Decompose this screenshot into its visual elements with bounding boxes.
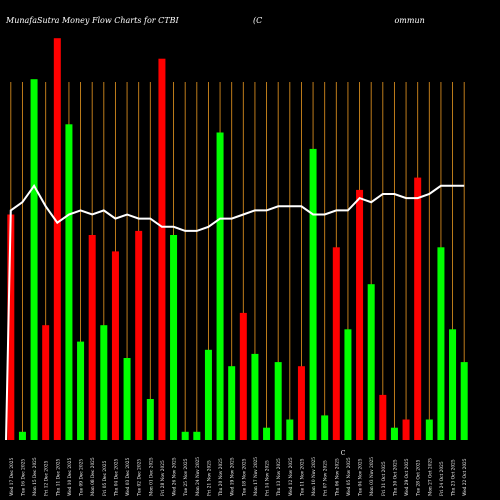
- x-tick-label: Wed 17 Dec 2025: [10, 457, 15, 496]
- bar-up: [204, 349, 212, 440]
- x-tick-label: Thu 23 Oct 2025: [452, 459, 457, 496]
- x-tick-label: Wed 12 Nov 2025: [289, 457, 294, 496]
- x-tick-label: Wed 10 Dec 2025: [68, 457, 73, 496]
- x-tick-label: Tue 25 Nov 2025: [184, 458, 189, 496]
- bar-down: [53, 38, 61, 440]
- bar-up: [263, 427, 271, 440]
- x-tick-label: Thu 20 Nov 2025: [219, 458, 224, 496]
- x-tick-label: Tue 18 Nov 2025: [242, 458, 247, 496]
- bar-up: [425, 419, 433, 440]
- bar-up: [274, 362, 282, 440]
- bar-down: [414, 177, 422, 440]
- bar-up: [181, 431, 189, 440]
- center-marker: C: [341, 450, 346, 457]
- bar-down: [42, 325, 50, 440]
- x-tick-label: Mon 08 Dec 2025: [91, 457, 96, 496]
- bar-down: [88, 235, 96, 440]
- x-tick-label: Mon 17 Nov 2025: [254, 457, 259, 496]
- bar-down: [158, 58, 166, 440]
- bar-up: [309, 148, 317, 440]
- x-tick-label: Mon 03 Nov 2025: [370, 457, 375, 496]
- x-tick-label: Wed 03 Dec 2025: [126, 457, 131, 496]
- x-tick-label: Fri 31 Oct 2025: [382, 461, 387, 496]
- bar-down: [239, 312, 247, 440]
- bar-up: [193, 431, 201, 440]
- bar-up: [77, 341, 85, 440]
- bar-up: [449, 329, 457, 440]
- bar-down: [135, 230, 143, 440]
- bar-up: [367, 284, 375, 440]
- x-tick-label: Tue 02 Dec 2025: [138, 459, 143, 496]
- x-tick-label: Thu 06 Nov 2025: [335, 458, 340, 496]
- bar-up: [321, 415, 329, 440]
- money-flow-line: [5, 183, 465, 441]
- bar-up: [100, 325, 108, 440]
- chart-title: MunafaSutra Money Flow Charts for CTBI: [5, 16, 179, 25]
- x-tick-label: Fri 07 Nov 2025: [324, 460, 329, 496]
- x-tick-label: Wed 29 Oct 2025: [405, 458, 410, 496]
- bar-up: [437, 247, 445, 440]
- trend-line: [5, 183, 465, 441]
- x-tick-label: Wed 26 Nov 2025: [173, 457, 178, 496]
- x-tick-label: Wed 05 Nov 2025: [347, 457, 352, 496]
- bar-up: [30, 79, 38, 440]
- x-tick-label: Fri 28 Nov 2025: [161, 460, 166, 496]
- x-tick-label: Wed 19 Nov 2025: [231, 457, 236, 496]
- x-tick-label: Mon 24 Nov 2025: [196, 457, 201, 496]
- x-tick-label: Fri 14 Nov 2025: [266, 460, 271, 496]
- bar-down: [332, 247, 340, 440]
- x-tick-label: Mon 27 Oct 2025: [428, 458, 433, 496]
- bar-down: [111, 251, 119, 440]
- x-tick-label: Tue 28 Oct 2025: [417, 459, 422, 496]
- x-tick-label: Tue 09 Dec 2025: [80, 459, 85, 496]
- bar-up: [390, 427, 398, 440]
- x-tick-label: Tue 11 Nov 2025: [300, 458, 305, 496]
- x-tick-label: Mon 01 Dec 2025: [149, 457, 154, 496]
- bar-down: [379, 394, 387, 440]
- x-tick-label: Fri 05 Dec 2025: [103, 460, 108, 496]
- x-tick-label: Thu 30 Oct 2025: [393, 459, 398, 496]
- bar-up: [123, 358, 131, 440]
- bar-down: [402, 419, 410, 440]
- x-tick-label: Fri 24 Oct 2025: [440, 461, 445, 496]
- x-tick-label: Mon 15 Dec 2025: [33, 457, 38, 496]
- x-tick-label: Thu 11 Dec 2025: [56, 458, 61, 496]
- bar-up: [18, 431, 26, 440]
- bars: [7, 38, 468, 441]
- x-tick-label: Fri 21 Nov 2025: [207, 460, 212, 496]
- bar-down: [297, 366, 305, 440]
- company-name: (C ommun: [253, 16, 425, 25]
- bar-down: [7, 214, 15, 440]
- x-tick-label: Mon 10 Nov 2025: [312, 457, 317, 496]
- x-tick-label: Wed 22 Oct 2025: [463, 458, 468, 496]
- bar-up: [251, 353, 259, 440]
- bar-up: [146, 399, 154, 440]
- bar-up: [170, 235, 178, 440]
- bar-up: [460, 362, 468, 440]
- x-tick-label: Thu 13 Nov 2025: [277, 458, 282, 496]
- x-tick-label: Tue 04 Nov 2025: [359, 458, 364, 496]
- x-tick-label: Thu 04 Dec 2025: [114, 458, 119, 496]
- x-axis-labels: Wed 17 Dec 2025 Tue 16 Dec 2025 Mon 15 Dec…: [10, 457, 468, 496]
- bar-up: [216, 132, 224, 440]
- bar-up: [286, 419, 294, 440]
- bar-up: [344, 329, 352, 440]
- x-tick-label: Tue 16 Dec 2025: [21, 459, 26, 496]
- x-tick-label: Fri 12 Dec 2025: [45, 460, 50, 496]
- bar-down: [356, 189, 364, 440]
- bar-up: [228, 366, 236, 440]
- bar-up: [65, 124, 73, 441]
